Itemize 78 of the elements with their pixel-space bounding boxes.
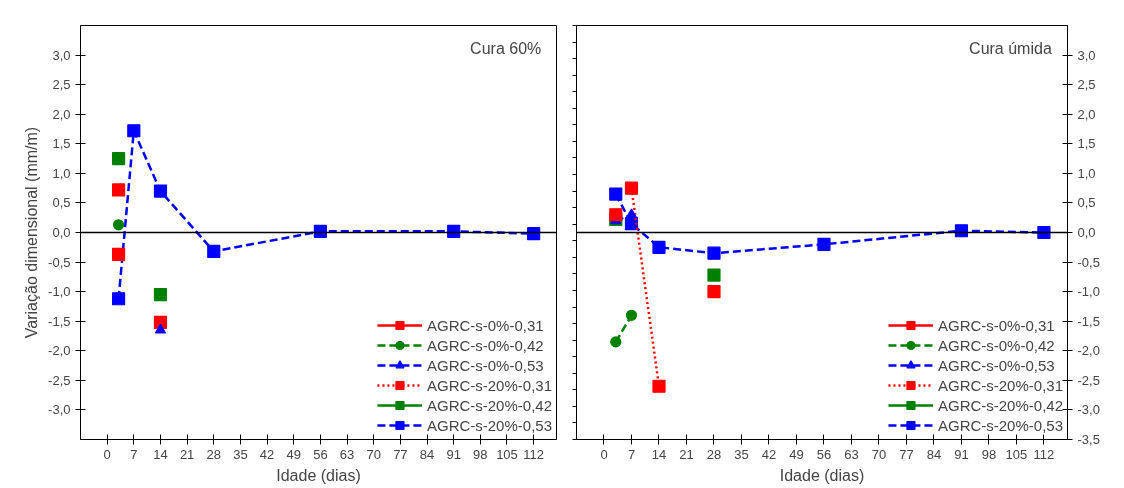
x-tick-label: 7: [627, 446, 636, 462]
x-tick-label: 63: [339, 446, 355, 462]
text: Cura úmida: [969, 40, 1052, 58]
y2-tick-label: -2,0: [1077, 343, 1100, 359]
y2-tick-label: 3,0: [1077, 47, 1096, 63]
x-tick-label: 56: [313, 446, 328, 462]
x-tick-label: 42: [259, 446, 275, 462]
x-tick-label: 21: [679, 446, 694, 462]
y-tick-label: 1,5: [52, 136, 71, 152]
x-tick-label: 42: [761, 446, 777, 462]
legend-label: AGRC-s-0%-0,31: [426, 316, 544, 334]
y-tick-label: 0,0: [52, 225, 71, 240]
x-tick-label: 84: [419, 446, 435, 462]
y-tick-label: -1,5: [48, 313, 71, 329]
legend-label: AGRC-s-20%-0,31: [426, 376, 552, 394]
x-axis-title: Idade (dias): [779, 466, 865, 484]
y2-tick-label: 0,0: [1077, 225, 1096, 240]
y-axis-title: Variação dimensional (mm/m): [23, 126, 41, 339]
x-tick-label: 105: [1005, 446, 1028, 462]
legend-label: AGRC-s-0%-0,42: [937, 336, 1055, 354]
legend-label: AGRC-s-20%-0,42: [426, 396, 552, 414]
y2-tick-label: 1,0: [1077, 165, 1096, 181]
y-tick-label: 3,0: [52, 47, 71, 63]
y2-tick-label: -1,5: [1077, 313, 1100, 329]
legend-label: AGRC-s-20%-0,53: [426, 416, 552, 434]
x-tick-label: 77: [899, 446, 914, 462]
x-tick-label: 49: [789, 446, 804, 462]
legend-label: AGRC-s-0%-0,42: [426, 336, 544, 354]
x-axis-title: Idade (dias): [276, 466, 361, 484]
y-tick-label: -3,0: [48, 402, 71, 418]
x-tick-label: 70: [366, 446, 381, 462]
x-tick-label: 98: [981, 446, 997, 462]
y2-tick-label: 2,5: [1077, 77, 1096, 93]
x-tick-label: 21: [179, 446, 195, 462]
y2-tick-label: -2,5: [1077, 372, 1100, 388]
legend-label: AGRC-s-20%-0,53: [937, 416, 1063, 434]
x-tick-label: 56: [816, 446, 832, 462]
x-tick-label: 0: [600, 446, 608, 462]
x-tick-label: 0: [103, 446, 111, 462]
y2-tick-label: -1,0: [1077, 284, 1100, 300]
y2-tick-label: 2,0: [1077, 106, 1096, 122]
y-tick-label: 1,0: [52, 165, 71, 181]
x-tick-label: 14: [651, 446, 667, 462]
x-tick-label: 91: [446, 446, 461, 462]
x-tick-label: 63: [844, 446, 859, 462]
x-tick-label: 49: [286, 446, 301, 462]
legend-label: AGRC-s-20%-0,31: [937, 376, 1063, 394]
x-tick-label: 35: [734, 446, 749, 462]
y2-tick-label: -0,5: [1077, 254, 1100, 270]
y2-tick-label: -3,0: [1077, 402, 1100, 418]
x-tick-label: 112: [1033, 446, 1055, 462]
y-tick-label: 2,0: [52, 106, 71, 122]
y2-tick-label: 0,5: [1077, 195, 1096, 211]
x-tick-label: 77: [393, 446, 408, 462]
legend-label: AGRC-s-0%-0,31: [937, 316, 1055, 334]
x-tick-label: 28: [206, 446, 222, 462]
x-tick-label: 84: [926, 446, 942, 462]
y-tick-label: -0,5: [48, 254, 71, 270]
x-tick-label: 98: [473, 446, 488, 462]
x-tick-label: 35: [233, 446, 248, 462]
y-tick-label: -2,0: [48, 343, 71, 359]
text: Cura 60%: [470, 40, 542, 58]
x-tick-label: 91: [954, 446, 969, 462]
y-tick-label: 0,5: [52, 195, 71, 211]
y2-tick-label: -3,5: [1077, 432, 1100, 447]
x-tick-label: 105: [496, 446, 518, 462]
x-tick-label: 14: [153, 446, 168, 462]
x-tick-label: 7: [130, 446, 138, 462]
legend-label: AGRC-s-20%-0,42: [937, 396, 1063, 414]
y-tick-label: -2,5: [48, 372, 71, 388]
x-tick-label: 70: [871, 446, 887, 462]
x-tick-label: 112: [523, 446, 545, 462]
x-tick-label: 28: [706, 446, 722, 462]
legend-label: AGRC-s-0%-0,53: [937, 356, 1055, 374]
y-tick-label: 2,5: [52, 77, 71, 93]
y-tick-label: -1,0: [48, 284, 71, 300]
legend-label: AGRC-s-0%-0,53: [426, 356, 544, 374]
y2-tick-label: 1,5: [1077, 136, 1096, 152]
